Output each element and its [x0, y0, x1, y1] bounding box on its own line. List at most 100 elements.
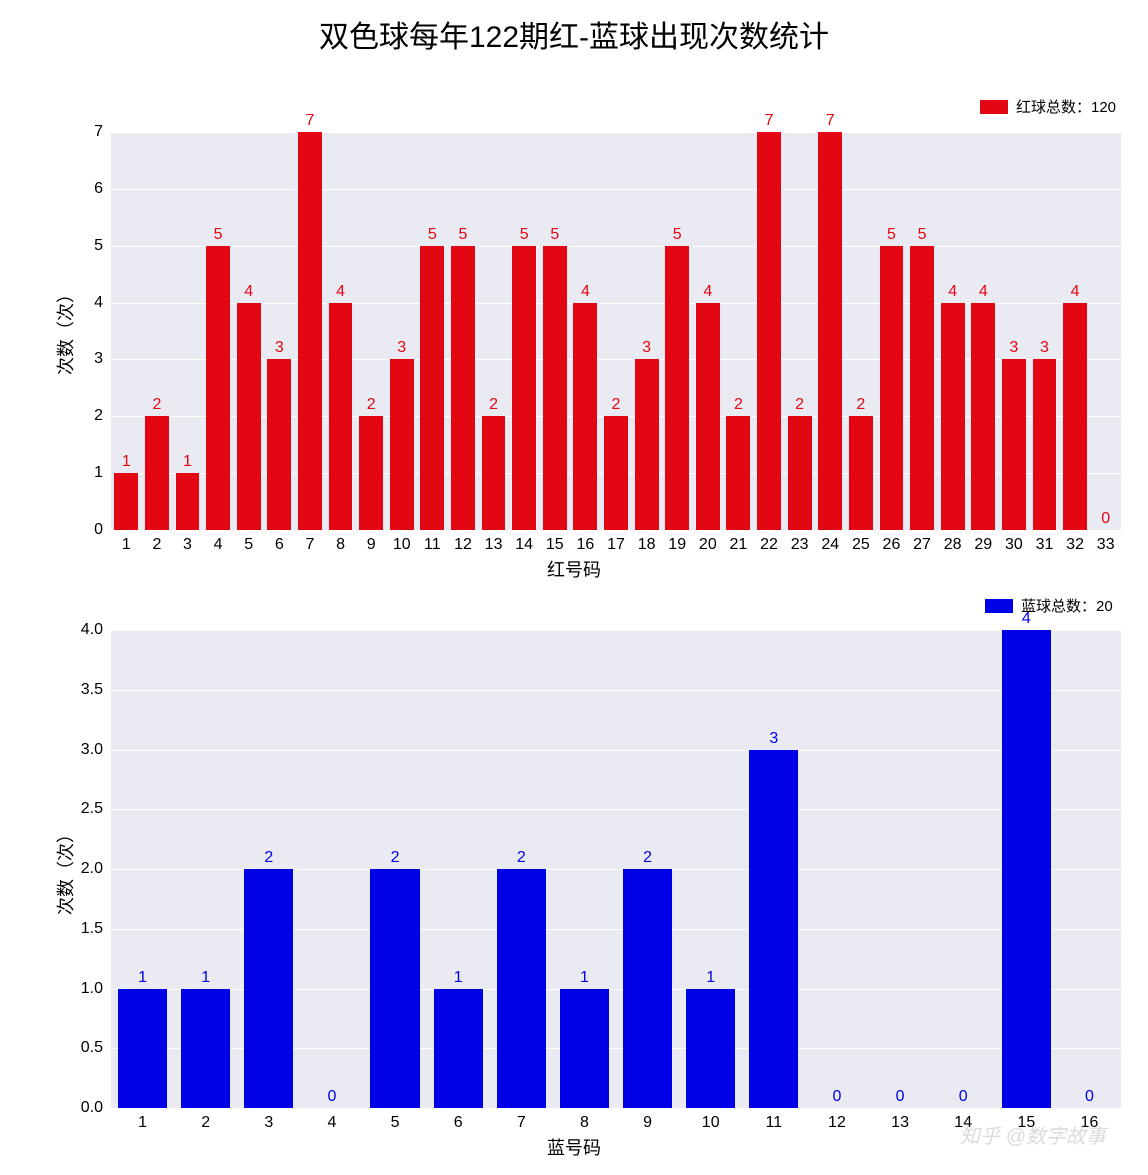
red-xlabel: 红号码 — [547, 556, 601, 582]
red-bar-value: 3 — [275, 339, 284, 357]
red-xtick: 8 — [336, 530, 345, 554]
blue-gridline — [111, 809, 1121, 810]
blue-bar-value: 2 — [643, 849, 652, 867]
chart-container: 双色球每年122期红-蓝球出现次数统计 红球总数：120 01234567112… — [0, 0, 1148, 1175]
blue-bar-value: 0 — [896, 1088, 905, 1106]
red-bar-value: 3 — [1009, 339, 1018, 357]
red-bar-value: 2 — [795, 396, 804, 414]
red-legend-label: 红球总数：120 — [1016, 96, 1116, 117]
blue-xtick: 11 — [766, 1108, 783, 1132]
red-bar — [696, 303, 720, 530]
blue-ytick: 2.0 — [81, 860, 111, 878]
red-xtick: 1 — [122, 530, 131, 554]
red-bar-value: 2 — [856, 396, 865, 414]
red-gridline — [111, 303, 1121, 304]
chart-title: 双色球每年122期红-蓝球出现次数统计 — [0, 12, 1148, 56]
blue-bar-value: 0 — [327, 1088, 336, 1106]
red-xtick: 11 — [424, 530, 441, 554]
red-bar — [267, 359, 291, 530]
red-bar — [237, 303, 261, 530]
blue-xtick: 10 — [702, 1108, 720, 1132]
red-bar — [482, 416, 506, 530]
red-legend-swatch — [980, 100, 1008, 114]
blue-legend: 蓝球总数：20 — [985, 595, 1113, 616]
blue-ytick: 2.5 — [81, 800, 111, 818]
red-bar — [1033, 359, 1057, 530]
blue-xtick: 13 — [891, 1108, 909, 1132]
red-ytick: 6 — [94, 180, 111, 198]
red-xtick: 6 — [275, 530, 284, 554]
red-xtick: 25 — [852, 530, 870, 554]
red-bar-value: 4 — [581, 283, 590, 301]
red-ylabel: 次数（次） — [52, 285, 78, 375]
red-bar — [788, 416, 812, 530]
red-gridline — [111, 189, 1121, 190]
blue-bar-value: 0 — [832, 1088, 841, 1106]
blue-bar — [118, 989, 167, 1109]
red-xtick: 16 — [576, 530, 594, 554]
watermark: 知乎 @数字故事 — [960, 1120, 1106, 1149]
blue-bar-value: 0 — [959, 1088, 968, 1106]
red-legend: 红球总数：120 — [980, 96, 1116, 117]
red-bar — [726, 416, 750, 530]
blue-plot-area: 0.00.51.01.52.02.53.03.54.01112230425162… — [110, 630, 1121, 1109]
red-xtick: 9 — [367, 530, 376, 554]
red-xtick: 32 — [1066, 530, 1084, 554]
red-xtick: 15 — [546, 530, 564, 554]
blue-legend-label: 蓝球总数：20 — [1021, 595, 1113, 616]
red-bar-value: 4 — [1071, 283, 1080, 301]
blue-xtick: 2 — [201, 1108, 210, 1132]
red-bar — [1002, 359, 1026, 530]
red-bar-value: 5 — [887, 226, 896, 244]
blue-ylabel: 次数（次） — [52, 825, 78, 915]
red-bar-value: 3 — [397, 339, 406, 357]
red-bar — [390, 359, 414, 530]
blue-bar-value: 2 — [517, 849, 526, 867]
red-gridline — [111, 359, 1121, 360]
blue-bar-value: 1 — [580, 969, 589, 987]
red-bar-value: 5 — [550, 226, 559, 244]
red-bar — [1063, 303, 1087, 530]
blue-gridline — [111, 630, 1121, 631]
red-xtick: 3 — [183, 530, 192, 554]
red-bar — [941, 303, 965, 530]
red-bar-value: 7 — [305, 112, 314, 130]
blue-bar — [623, 869, 672, 1108]
red-bar — [573, 303, 597, 530]
blue-xtick: 6 — [454, 1108, 463, 1132]
red-ytick: 4 — [94, 294, 111, 312]
red-xtick: 19 — [668, 530, 686, 554]
blue-xtick: 4 — [327, 1108, 336, 1132]
red-xtick: 28 — [944, 530, 962, 554]
blue-gridline — [111, 690, 1121, 691]
red-bar — [971, 303, 995, 530]
red-bar-value: 1 — [122, 453, 131, 471]
blue-xtick: 7 — [517, 1108, 526, 1132]
blue-ytick: 4.0 — [81, 621, 111, 639]
blue-bar-value: 1 — [706, 969, 715, 987]
red-ytick: 3 — [94, 350, 111, 368]
blue-bar-value: 1 — [201, 969, 210, 987]
red-xtick: 10 — [393, 530, 411, 554]
blue-ytick: 3.0 — [81, 741, 111, 759]
blue-bar — [749, 750, 798, 1109]
red-bar-value: 5 — [673, 226, 682, 244]
blue-legend-swatch — [985, 599, 1013, 613]
blue-bar — [434, 989, 483, 1109]
red-xtick: 12 — [454, 530, 472, 554]
red-bar-value: 5 — [214, 226, 223, 244]
red-bar-value: 2 — [612, 396, 621, 414]
blue-ytick: 1.5 — [81, 920, 111, 938]
red-bar — [849, 416, 873, 530]
red-bar — [206, 246, 230, 530]
blue-gridline — [111, 750, 1121, 751]
blue-bar-value: 0 — [1085, 1088, 1094, 1106]
red-bar — [880, 246, 904, 530]
red-bar — [635, 359, 659, 530]
blue-bar — [1002, 630, 1051, 1108]
blue-bar — [370, 869, 419, 1108]
red-bar — [359, 416, 383, 530]
red-xtick: 13 — [485, 530, 503, 554]
blue-bar — [686, 989, 735, 1109]
blue-xtick: 1 — [138, 1108, 147, 1132]
